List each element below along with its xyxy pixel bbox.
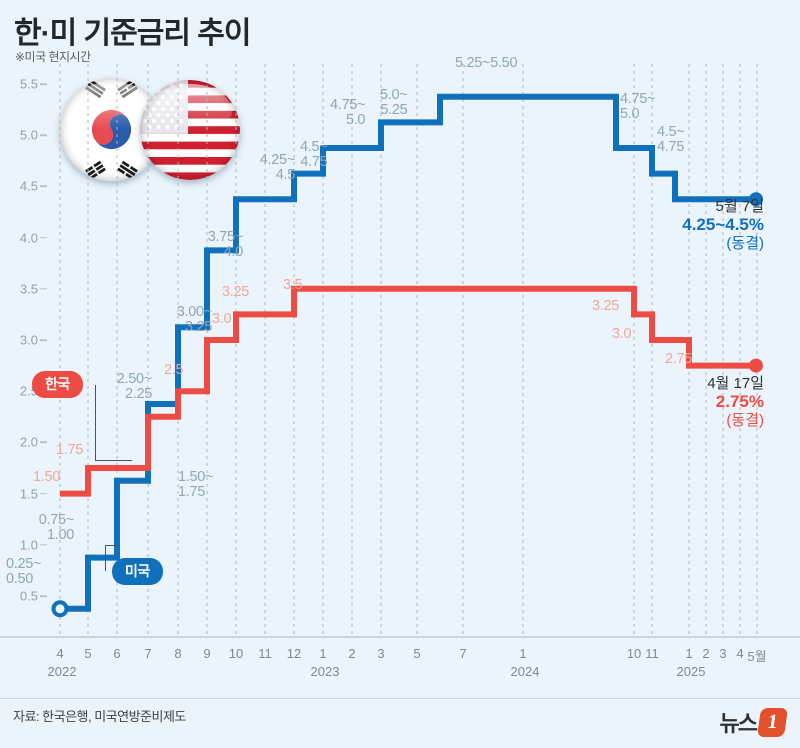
x-axis-tick-label: 4: [56, 646, 64, 661]
data-label-kr: 1.50: [33, 469, 61, 485]
y-axis-tick-mark: [40, 441, 47, 444]
data-label-us: 2.50~ 2.25: [116, 371, 153, 403]
data-label-us: 3.75~ 4.0: [207, 229, 244, 261]
y-axis-tick-label: 5.5: [19, 76, 38, 92]
legend-leader-usa: [105, 545, 118, 571]
usa-end-annotation-date: 5월 7일: [715, 198, 764, 215]
data-label-us: 4.75~ 5.0: [330, 97, 366, 129]
legend-pill-korea: 한국: [32, 371, 83, 398]
x-axis-tick-label: 1: [685, 646, 693, 661]
x-axis-tick-label: 3: [719, 646, 727, 661]
data-label-us: 4.5~ 4.75: [657, 124, 685, 156]
logo-text: 뉴스: [719, 711, 759, 736]
x-axis-tick-label: 6: [113, 646, 121, 661]
x-axis-tick-label: 2: [702, 646, 710, 661]
korea-end-annotation: 4월 17일 2.75% (동결): [707, 375, 764, 430]
newsis-logo: 뉴스 1: [719, 706, 789, 738]
x-axis-tick-label: 3: [377, 646, 385, 661]
y-axis-tick-mark: [40, 288, 47, 290]
x-axis-tick-label: 5: [413, 646, 421, 661]
x-axis-tick-label: 2: [348, 646, 356, 661]
y-axis-tick-mark: [40, 544, 47, 546]
x-axis-tick-label: 11: [645, 646, 659, 661]
data-label-us: 3.00~ 3.25: [176, 304, 213, 336]
y-axis-tick-mark: [40, 236, 47, 239]
usa-end-annotation: 5월 7일 4.25~4.5% (동결): [682, 198, 764, 253]
data-label-us: 5.0~ 5.25: [380, 87, 408, 119]
data-label-kr: 3.0: [212, 311, 232, 327]
x-axis-tick-label: 11: [258, 646, 272, 661]
y-axis-tick-label: 4.0: [19, 230, 38, 246]
footer-divider: [0, 698, 800, 699]
x-axis-tick-label: 10: [626, 646, 642, 661]
data-label-us: 1.50~ 1.75: [178, 469, 214, 501]
data-label-kr: 2.75: [665, 351, 693, 367]
x-axis-year-label: 2022: [47, 664, 77, 679]
y-axis-tick-label: 2.0: [19, 434, 38, 450]
data-label-us: 4.25~ 4.5: [259, 152, 296, 184]
x-axis-tick-label: 5: [84, 646, 92, 661]
data-label-kr: 3.25: [592, 298, 620, 314]
y-axis-tick-label: 3.5: [19, 281, 38, 297]
data-label-us: 5.25~5.50: [455, 55, 518, 71]
data-label-us: 4.5~ 4.75: [300, 139, 328, 171]
y-axis-tick-label: 0.5: [19, 588, 38, 604]
y-axis-tick-label: 1.5: [19, 486, 38, 502]
korea-end-annotation-value: 2.75%: [715, 392, 764, 412]
y-axis-tick-mark: [40, 339, 47, 341]
x-axis-year-label: 2024: [510, 664, 540, 679]
korea-end-annotation-status: (동결): [726, 412, 764, 430]
x-axis-tick-label: 8: [174, 646, 182, 661]
x-axis-line: [0, 636, 800, 638]
data-label-kr: 2.5: [164, 362, 184, 378]
x-axis-tick-label: 12: [286, 646, 302, 661]
x-axis-tick-label: 4: [736, 646, 744, 661]
y-axis-tick-label: 3.0: [19, 332, 38, 348]
y-axis-tick-mark: [40, 185, 47, 188]
y-axis-tick-mark: [40, 492, 47, 495]
x-axis-year-label: 2025: [676, 664, 706, 679]
y-axis-tick-mark: [40, 134, 47, 136]
usa-end-annotation-status: (동결): [726, 235, 764, 253]
y-axis-tick-label: 4.5: [19, 178, 38, 194]
y-axis-tick-label: 1.0: [19, 537, 38, 553]
data-label-kr: 3.5: [283, 277, 303, 293]
x-axis-tick-label: 7: [144, 646, 152, 661]
x-axis-tick-label: 10: [228, 646, 244, 661]
legend-leader-korea: [95, 385, 132, 461]
data-label-us: 4.75~ 5.0: [620, 91, 656, 123]
x-axis-year-label: 2023: [310, 664, 340, 679]
x-axis-tick-label: 1: [519, 646, 527, 661]
data-label-us: 0.75~ 1.00: [38, 512, 75, 544]
title-note: ※미국 현지시간: [15, 50, 91, 64]
y-axis-tick-mark: [40, 595, 47, 597]
x-axis-tick-label: 9: [203, 646, 211, 661]
x-axis-tick-label: 7: [459, 646, 467, 661]
data-label-kr: 3.0: [612, 326, 632, 342]
data-label-kr: 1.75: [56, 442, 84, 458]
data-label-kr: 3.25: [222, 284, 250, 300]
usa-end-annotation-value: 4.25~4.5%: [682, 215, 764, 235]
logo-mark-icon: 1: [756, 707, 789, 737]
y-axis-tick-mark: [40, 83, 47, 85]
x-axis-tick-label: 1: [319, 646, 327, 661]
source-note: 자료: 한국은행, 미국연방준비제도: [13, 709, 186, 724]
legend-pill-usa: 미국: [112, 558, 163, 585]
korea-end-annotation-date: 4월 17일: [707, 375, 764, 392]
x-axis-tick-label: 5월: [747, 649, 767, 664]
y-axis-tick-label: 5.0: [19, 127, 38, 143]
page-title: 한·미 기준금리 추이: [14, 17, 251, 50]
data-label-us: 0.25~ 0.50: [6, 556, 42, 588]
